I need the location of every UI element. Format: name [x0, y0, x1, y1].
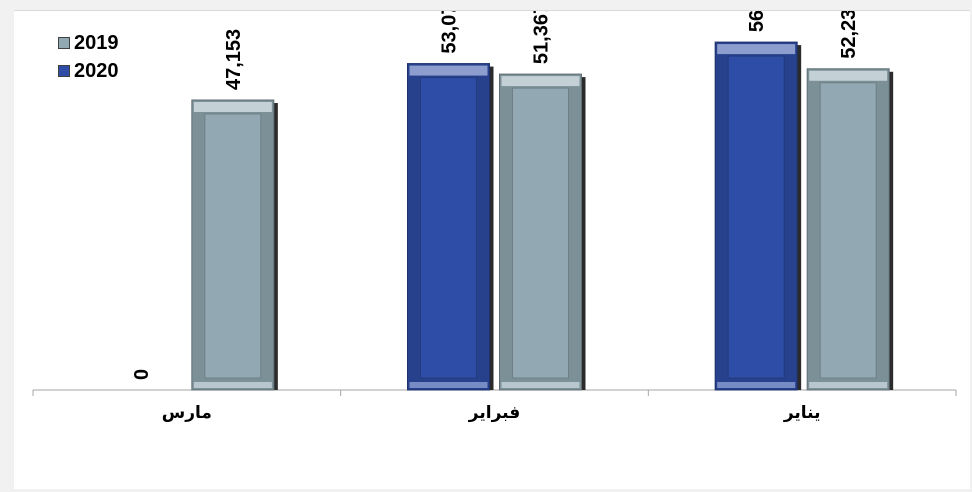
data-label: 52,232: [838, 11, 860, 59]
bar-highlight: [717, 44, 796, 55]
x-tick-label: مارس: [162, 403, 212, 423]
bar-inner-panel: [727, 55, 785, 379]
bar-chart: 0 47,153 مارس 53,077 51,367 فبراير 56,570 52,23…: [32, 11, 957, 423]
data-label: 53,077: [439, 11, 461, 54]
bar-bottom-highlight: [193, 382, 272, 388]
bar-bottom-highlight: [409, 382, 488, 388]
bar-highlight: [501, 76, 580, 87]
legend-label-2020: 2020: [74, 59, 119, 82]
data-label: 51,367: [531, 11, 553, 64]
legend-swatch-2019: [58, 37, 70, 49]
bar-inner-panel: [420, 77, 477, 379]
bar-highlight: [809, 70, 888, 81]
bar-bottom-highlight: [809, 382, 888, 388]
bar-inner-panel: [204, 113, 262, 379]
legend: 2019 2020: [58, 29, 119, 85]
data-label: 0: [131, 369, 153, 380]
bar-highlight: [409, 65, 488, 76]
legend-label-2019: 2019: [74, 31, 119, 54]
data-label: 47,153: [223, 29, 245, 90]
legend-item-2020: 2020: [58, 57, 119, 85]
legend-swatch-2020: [58, 65, 70, 77]
legend-item-2019: 2019: [58, 29, 119, 57]
chart-frame: 0 47,153 مارس 53,077 51,367 فبراير 56,570 52,23…: [14, 10, 970, 489]
bar-bottom-highlight: [717, 382, 796, 388]
bar-highlight: [193, 102, 272, 113]
data-label: 56,570: [746, 11, 768, 32]
bar-inner-panel: [819, 82, 877, 379]
bar-bottom-highlight: [501, 382, 580, 388]
x-tick-label: يناير: [783, 403, 821, 423]
x-tick-label: فبراير: [468, 403, 520, 423]
bar-inner-panel: [512, 87, 569, 379]
